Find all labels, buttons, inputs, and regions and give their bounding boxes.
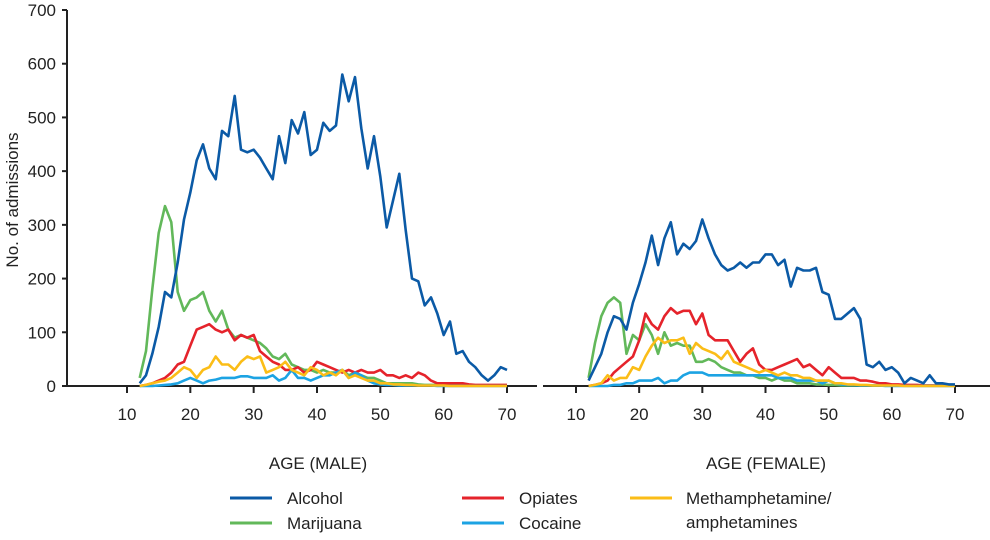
- x-tick-label: 60: [882, 405, 901, 424]
- legend-label-meth-line2: amphetamines: [686, 513, 798, 532]
- legend-label-cocaine: Cocaine: [519, 514, 581, 533]
- x-tick-label: 30: [244, 405, 263, 424]
- series-line-opiates-male: [139, 322, 507, 388]
- y-tick-label: 400: [28, 162, 56, 181]
- y-tick-label: 100: [28, 323, 56, 342]
- x-tick-label: 50: [819, 405, 838, 424]
- y-tick-label: 300: [28, 216, 56, 235]
- x-tick-label: 60: [434, 405, 453, 424]
- legend: Alcohol Marijuana Opiates Cocaine Metham…: [230, 489, 832, 533]
- legend-label-alcohol: Alcohol: [287, 489, 343, 508]
- x-tick-label: 40: [756, 405, 775, 424]
- legend-label-meth-line1: Methamphetamine/: [686, 489, 832, 508]
- legend-label-opiates: Opiates: [519, 489, 578, 508]
- y-tick-label: 600: [28, 55, 56, 74]
- x-tick-label: 50: [371, 405, 390, 424]
- x-tick-label: 10: [567, 405, 586, 424]
- x-tick-label: 70: [946, 405, 965, 424]
- y-axis-label: No. of admissions: [3, 132, 22, 267]
- x-tick-label: 10: [118, 405, 137, 424]
- x-tick-label: 30: [693, 405, 712, 424]
- series-line-marijuana-male: [138, 204, 507, 387]
- x-axis-label-female: AGE (FEMALE): [706, 454, 826, 473]
- y-tick-label: 0: [47, 377, 56, 396]
- x-tick-label: 20: [181, 405, 200, 424]
- legend-label-marijuana: Marijuana: [287, 514, 362, 533]
- x-axis-label-male: AGE (MALE): [269, 454, 367, 473]
- y-tick-label: 500: [28, 108, 56, 127]
- x-tick-label: 70: [498, 405, 517, 424]
- series-line-alcohol-female: [587, 218, 955, 386]
- y-tick-label: 700: [28, 1, 56, 20]
- series-line-methamphetamine-female: [588, 336, 955, 388]
- series-line-alcohol-male: [138, 73, 508, 385]
- y-tick-label: 200: [28, 270, 56, 289]
- x-tick-label: 20: [630, 405, 649, 424]
- x-tick-label: 40: [308, 405, 327, 424]
- series-line-methamphetamine-male: [139, 355, 507, 388]
